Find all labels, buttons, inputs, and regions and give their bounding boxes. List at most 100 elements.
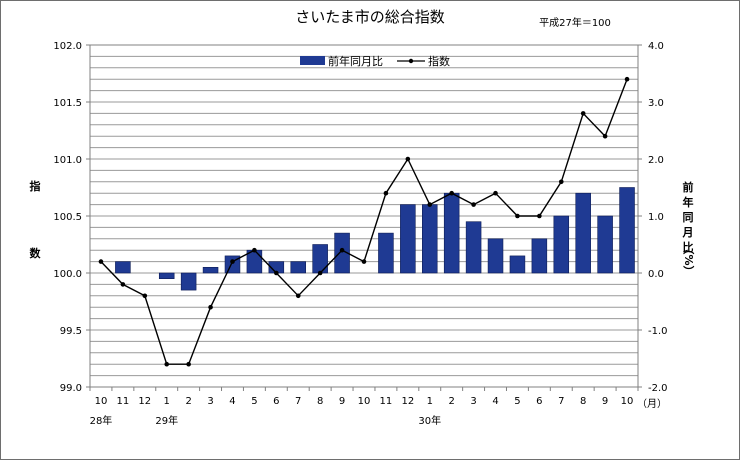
- year-label: 30年: [418, 414, 441, 427]
- x-tick-label: 8: [580, 396, 586, 407]
- line-series: [98, 76, 630, 367]
- right-tick-label: 4.0: [648, 41, 664, 52]
- right-axis-title: 比: [683, 240, 694, 254]
- bar: [334, 232, 350, 274]
- x-tick-label: 3: [470, 396, 476, 407]
- bar: [443, 192, 460, 274]
- index-point: [120, 282, 126, 287]
- index-point: [624, 76, 630, 82]
- x-tick-label: 4: [492, 396, 498, 407]
- right-tick-label: 2.0: [648, 155, 664, 166]
- x-tick-label: 1: [164, 396, 170, 407]
- legend-line-marker: [408, 58, 414, 64]
- x-tick-label: 5: [514, 396, 520, 407]
- x-tick-label: 11: [380, 396, 393, 407]
- right-tick-label: 1.0: [648, 212, 664, 223]
- x-tick-label: 3: [207, 396, 213, 407]
- axis-titles: 指数 前年同月比（%）: [30, 179, 696, 277]
- right-axis-title: 年: [683, 195, 694, 209]
- bar: [422, 204, 438, 274]
- bar: [290, 261, 306, 274]
- year-label: 28年: [90, 414, 113, 427]
- index-point: [164, 361, 170, 367]
- index-point: [383, 190, 389, 196]
- x-tick-label: 1: [427, 396, 433, 407]
- right-tick-label: 3.0: [648, 98, 664, 109]
- legend-bar-swatch: [300, 56, 325, 65]
- right-tick-label: -2.0: [648, 383, 668, 394]
- x-tick-label: 5: [251, 396, 257, 407]
- x-tick-label: 4: [229, 396, 235, 407]
- bar: [575, 192, 591, 274]
- x-tick-label: 6: [536, 396, 542, 407]
- bar: [180, 272, 197, 291]
- legend-bar-label: 前年同月比: [328, 54, 383, 68]
- bar: [115, 261, 131, 274]
- bar: [158, 272, 175, 279]
- right-axis-title: 同: [683, 211, 694, 224]
- right-axis-title: 前: [683, 180, 694, 194]
- left-tick-label: 99.0: [60, 383, 82, 394]
- x-tick-label: 11: [117, 396, 130, 407]
- base-year-note: 平成27年＝100: [539, 16, 611, 29]
- bar: [465, 221, 482, 274]
- left-tick-label: 102.0: [53, 41, 82, 52]
- year-label: 29年: [155, 414, 178, 427]
- index-point: [405, 156, 411, 162]
- index-point: [493, 190, 498, 196]
- bar: [531, 238, 548, 274]
- index-point: [515, 213, 520, 219]
- x-tick-label: 2: [448, 396, 454, 407]
- right-axis-title: 月: [682, 226, 694, 239]
- x-tick-label: 6: [273, 396, 279, 407]
- index-point: [98, 259, 104, 264]
- x-tick-label: 2: [185, 396, 191, 407]
- index-point: [274, 270, 279, 276]
- bar: [619, 187, 635, 274]
- x-tick-label: 8: [317, 396, 323, 407]
- x-tick-label: 7: [558, 396, 564, 407]
- index-point: [602, 133, 608, 139]
- x-tick-label: 9: [602, 396, 608, 407]
- bar: [553, 215, 570, 274]
- index-point: [537, 213, 542, 219]
- left-tick-label: 101.0: [53, 155, 82, 166]
- index-point: [317, 270, 323, 276]
- right-axis-title-unit: （%）: [682, 243, 695, 276]
- bar: [400, 204, 416, 274]
- index-point: [208, 304, 213, 310]
- index-point: [142, 293, 148, 299]
- x-tick-label: 10: [358, 396, 371, 407]
- bar: [312, 244, 328, 274]
- index-point: [295, 293, 301, 299]
- right-tick-label: 0.0: [648, 269, 664, 280]
- index-point: [339, 247, 345, 253]
- index-point: [252, 247, 257, 253]
- x-tick-label: 10: [95, 396, 108, 407]
- bar-series: [115, 187, 635, 291]
- x-axis-ticks: 10 11 12 1 2 3 4 5 6 7 8 9 10 11 12 1 2 3 4 5 6 7 8 9 10 （月）28年 29…: [89, 387, 667, 427]
- chart-title: さいたま市の総合指数: [295, 8, 445, 26]
- index-point: [580, 111, 586, 116]
- bar: [597, 215, 613, 274]
- x-tick-label: 7: [295, 396, 301, 407]
- index-point: [558, 179, 564, 185]
- right-tick-label: -1.0: [648, 326, 668, 337]
- left-axis-title: 指: [30, 179, 41, 193]
- left-tick-label: 99.5: [60, 326, 82, 337]
- index-point: [427, 202, 433, 207]
- left-tick-label: 101.5: [53, 98, 82, 109]
- x-tick-label: 9: [339, 396, 345, 407]
- x-tick-label: 12: [138, 396, 151, 407]
- bar: [202, 266, 219, 274]
- x-tick-label: 10: [621, 396, 634, 407]
- index-line: [100, 78, 628, 365]
- left-axis-ticks: 102.0 101.5 101.0 100.5 100.0 99.5 99.0: [53, 41, 90, 394]
- index-point: [230, 259, 235, 264]
- bar: [378, 232, 394, 274]
- legend: 前年同月比 指数: [300, 54, 450, 68]
- x-unit-label: （月）: [637, 398, 667, 410]
- index-point: [471, 202, 476, 207]
